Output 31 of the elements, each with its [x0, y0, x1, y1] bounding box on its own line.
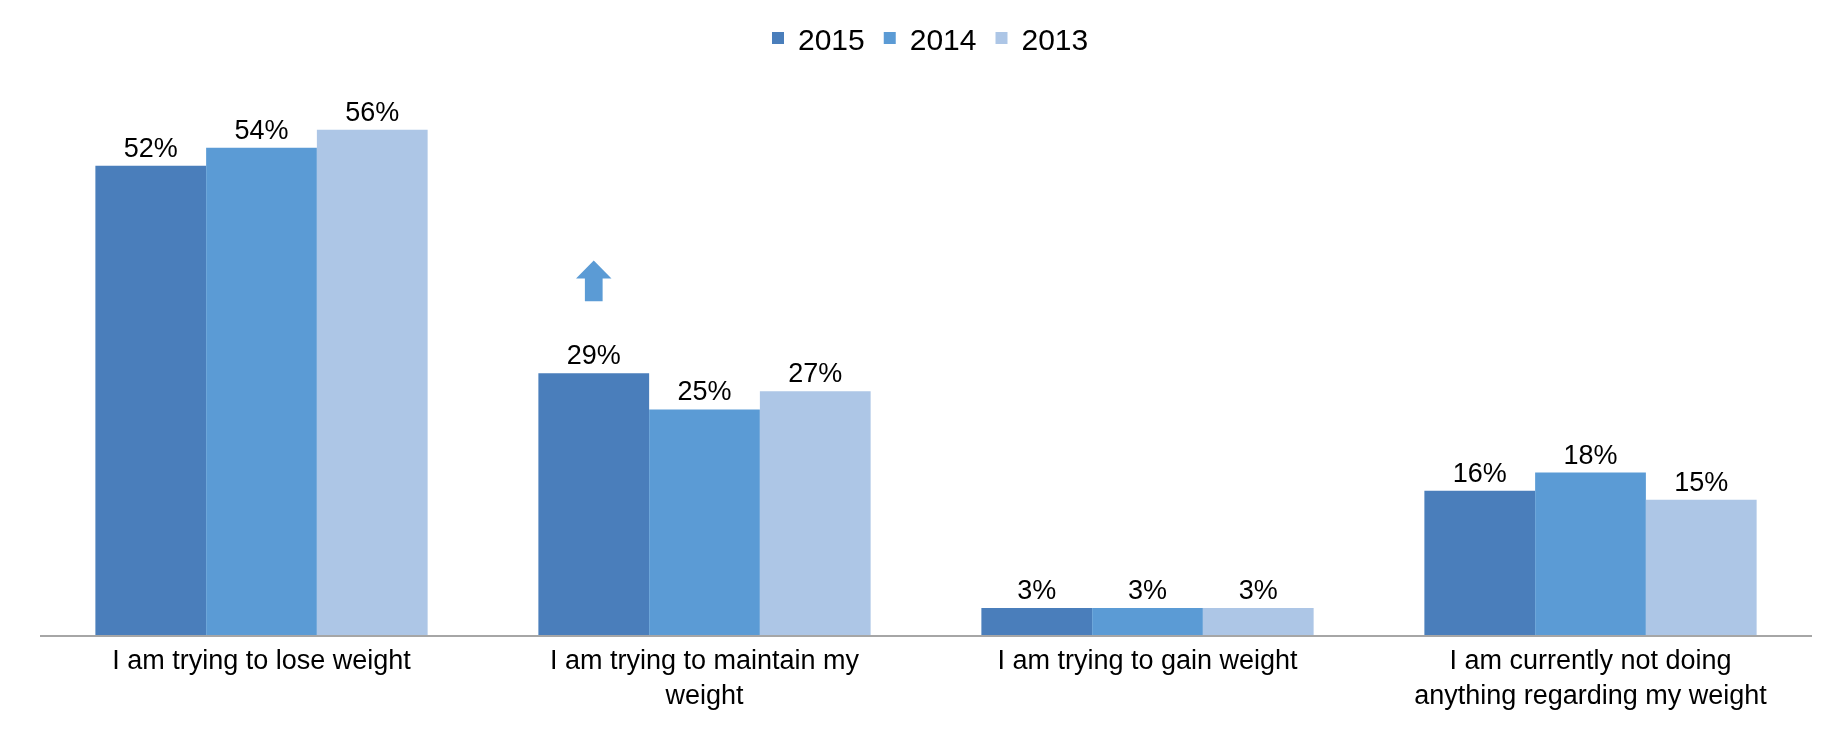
data-label: 16% [1452, 457, 1507, 488]
x-tick-label: I am trying to lose weight [112, 644, 412, 675]
bar [981, 607, 1093, 635]
bar [538, 373, 650, 635]
data-label: 52% [123, 132, 178, 163]
x-tick-label: I am currently not doing anything regarding my weight [1414, 644, 1768, 710]
bar [95, 165, 207, 635]
legend-label: 2015 [798, 22, 865, 56]
bar [1424, 490, 1536, 635]
data-label: 27% [788, 358, 843, 389]
data-label: 18% [1563, 439, 1618, 470]
data-label: 3% [1127, 574, 1168, 605]
bar [649, 409, 760, 635]
legend-label: 2013 [1021, 22, 1089, 56]
bar [759, 391, 871, 635]
legend-label: 2014 [909, 22, 977, 56]
bar [1092, 607, 1203, 635]
data-label: 3% [1238, 574, 1278, 605]
bar [1202, 607, 1314, 635]
x-tick-label: I am trying to maintain my weight [549, 644, 860, 710]
data-label: 15% [1674, 466, 1729, 497]
bar [316, 129, 428, 635]
data-label: 25% [677, 376, 732, 407]
data-label: 56% [345, 96, 400, 127]
bar [1645, 499, 1757, 635]
bar [1535, 472, 1646, 635]
data-label: 29% [566, 340, 621, 371]
data-label: 54% [234, 114, 289, 145]
bar [206, 147, 317, 635]
data-label: 3% [1017, 574, 1057, 605]
x-tick-label: I am trying to gain weight [997, 644, 1299, 675]
